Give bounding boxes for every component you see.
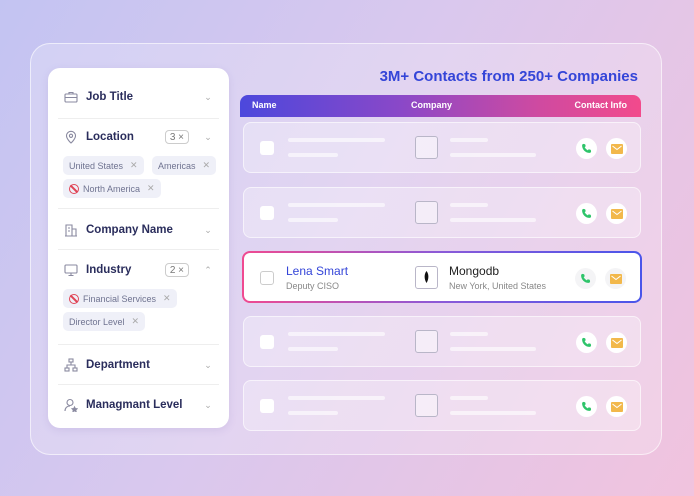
divider	[58, 344, 219, 345]
table-row-highlighted[interactable]: Lena Smart Deputy CISO Mongodb New York,…	[242, 251, 642, 303]
placeholder-line	[288, 411, 338, 415]
table-header: Name Company Contact Info	[240, 95, 641, 117]
email-button[interactable]	[606, 332, 627, 353]
filter-job-title[interactable]: Job Title ⌄	[64, 87, 213, 107]
exclude-icon	[69, 183, 79, 194]
filter-industry[interactable]: Industry 2 × ⌃	[64, 260, 213, 280]
row-checkbox[interactable]	[260, 141, 274, 155]
placeholder-line	[450, 396, 488, 400]
placeholder-line	[450, 347, 536, 351]
phone-button[interactable]	[576, 138, 597, 159]
filter-sidebar: Job Title ⌄ Location 3 × ⌄ United States…	[48, 68, 229, 428]
placeholder-line	[450, 332, 488, 336]
chevron-down-icon[interactable]: ⌄	[204, 399, 212, 410]
placeholder-line	[450, 203, 488, 207]
email-button[interactable]	[605, 268, 626, 289]
placeholder-line	[288, 332, 385, 336]
divider	[58, 208, 219, 209]
filter-location[interactable]: Location 3 × ⌄	[64, 127, 213, 147]
remove-icon[interactable]: ✕	[131, 316, 140, 326]
filter-company-name[interactable]: Company Name ⌄	[64, 220, 213, 240]
filter-department[interactable]: Department ⌄	[64, 355, 213, 375]
user-star-icon	[64, 398, 78, 412]
filter-chip-excluded[interactable]: North America ✕	[63, 179, 161, 198]
company-logo-placeholder	[415, 394, 438, 417]
email-button[interactable]	[606, 396, 627, 417]
count-badge[interactable]: 2 ×	[164, 263, 189, 277]
briefcase-icon	[64, 90, 78, 104]
divider	[58, 249, 219, 250]
placeholder-line	[450, 218, 536, 222]
table-row-placeholder[interactable]	[243, 187, 641, 238]
monitor-icon	[64, 263, 78, 277]
placeholder-line	[288, 396, 385, 400]
divider	[58, 118, 219, 119]
company-logo-placeholder	[415, 136, 438, 159]
company-logo-placeholder	[415, 330, 438, 353]
row-checkbox[interactable]	[260, 271, 274, 285]
chevron-down-icon[interactable]: ⌄	[204, 224, 212, 235]
column-name: Name	[252, 100, 277, 110]
table-row-placeholder[interactable]	[243, 380, 641, 431]
filter-chip[interactable]: United States ✕	[63, 156, 144, 175]
filter-chip[interactable]: Director Level ✕	[63, 312, 146, 331]
column-contact-info: Contact Info	[574, 100, 628, 110]
placeholder-line	[288, 347, 338, 351]
filter-chip[interactable]: Americas ✕	[152, 156, 217, 175]
placeholder-line	[288, 203, 385, 207]
building-icon	[64, 223, 78, 237]
phone-button[interactable]	[576, 396, 597, 417]
company-location: New York, United States	[449, 281, 547, 291]
location-pin-icon	[64, 130, 78, 144]
row-checkbox[interactable]	[260, 399, 274, 413]
filter-management-level[interactable]: Managmant Level ⌄	[64, 395, 213, 415]
company-logo-placeholder	[415, 201, 438, 224]
org-chart-icon	[64, 358, 78, 372]
chevron-down-icon[interactable]: ⌄	[204, 91, 212, 102]
remove-icon[interactable]: ✕	[130, 160, 138, 170]
contact-name[interactable]: Lena Smart	[286, 264, 349, 278]
placeholder-line	[450, 153, 536, 157]
placeholder-line	[288, 218, 338, 222]
row-checkbox[interactable]	[260, 335, 274, 349]
placeholder-line	[288, 138, 385, 142]
email-button[interactable]	[606, 203, 627, 224]
chevron-up-icon[interactable]: ⌃	[204, 264, 212, 275]
count-badge[interactable]: 3 ×	[164, 130, 189, 144]
remove-icon[interactable]: ✕	[202, 160, 211, 170]
phone-button[interactable]	[576, 332, 597, 353]
phone-button[interactable]	[575, 268, 596, 289]
phone-button[interactable]	[576, 203, 597, 224]
company-name[interactable]: Mongodb	[449, 264, 500, 278]
remove-icon[interactable]: ✕	[147, 183, 155, 193]
headline: 3M+ Contacts from 250+ Companies	[379, 68, 638, 85]
column-company: Company	[411, 100, 453, 110]
table-row-placeholder[interactable]	[243, 122, 641, 173]
chevron-down-icon[interactable]: ⌄	[204, 131, 212, 142]
email-button[interactable]	[606, 138, 627, 159]
placeholder-line	[450, 138, 488, 142]
divider	[58, 384, 219, 385]
placeholder-line	[288, 153, 338, 157]
chevron-down-icon[interactable]: ⌄	[204, 359, 212, 370]
placeholder-line	[450, 411, 536, 415]
table-row-placeholder[interactable]	[243, 316, 641, 367]
contact-title: Deputy CISO	[286, 281, 340, 291]
filter-chip-excluded[interactable]: Financial Services ✕	[63, 289, 177, 308]
exclude-icon	[69, 293, 79, 304]
mongodb-leaf-icon	[415, 266, 438, 289]
row-checkbox[interactable]	[260, 206, 274, 220]
remove-icon[interactable]: ✕	[163, 293, 171, 303]
